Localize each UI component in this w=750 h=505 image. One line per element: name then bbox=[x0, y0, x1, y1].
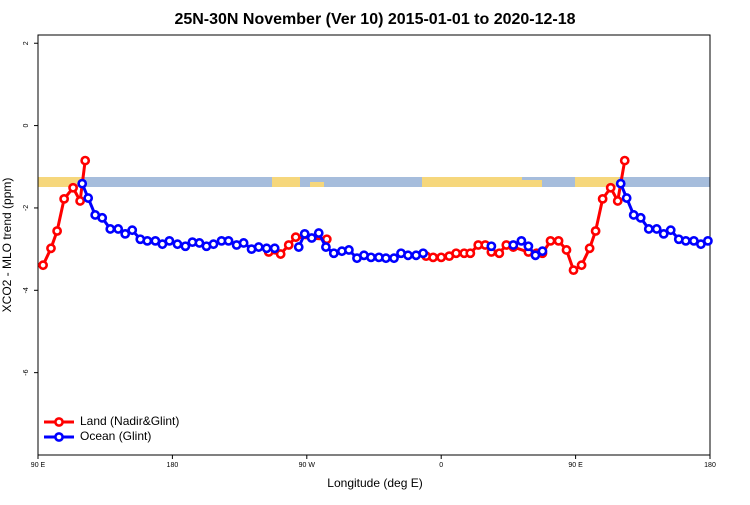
point bbox=[172, 239, 183, 250]
point bbox=[290, 232, 301, 243]
x-tick-label: 0 bbox=[439, 462, 443, 469]
point bbox=[180, 241, 191, 252]
y-tick-label: 0 bbox=[23, 124, 30, 128]
point bbox=[576, 260, 587, 271]
x-tick-label: 180 bbox=[167, 462, 179, 469]
point bbox=[530, 250, 541, 261]
point bbox=[105, 224, 116, 234]
point bbox=[680, 235, 691, 246]
x-axis-title: Longitude (deg E) bbox=[327, 476, 422, 490]
point bbox=[428, 252, 439, 263]
point bbox=[83, 193, 94, 203]
point bbox=[597, 193, 608, 204]
point bbox=[313, 228, 324, 238]
point bbox=[584, 243, 595, 254]
x-tick-label: 180 bbox=[704, 462, 716, 469]
y-tick-label: -6 bbox=[23, 369, 30, 375]
point bbox=[381, 253, 391, 264]
y-axis-title: XCO2 - MLO trend (ppm) bbox=[0, 178, 14, 313]
point bbox=[389, 253, 399, 264]
point bbox=[561, 245, 572, 255]
legend-label: Land (Nadir&Glint) bbox=[80, 414, 179, 428]
y-tick-label: -4 bbox=[23, 287, 30, 293]
point bbox=[403, 250, 413, 261]
point bbox=[52, 226, 63, 236]
point bbox=[605, 182, 616, 193]
point bbox=[328, 248, 339, 259]
point bbox=[299, 228, 310, 239]
point bbox=[553, 235, 564, 246]
point bbox=[537, 246, 548, 257]
point bbox=[523, 241, 534, 252]
point bbox=[568, 265, 579, 276]
point bbox=[293, 242, 304, 252]
point bbox=[269, 243, 280, 254]
chart-title: 25N-30N November (Ver 10) 2015-01-01 to … bbox=[174, 11, 575, 28]
point bbox=[59, 193, 70, 204]
point bbox=[120, 228, 131, 239]
point bbox=[75, 196, 86, 206]
point bbox=[508, 240, 519, 250]
point bbox=[635, 212, 646, 223]
point bbox=[142, 235, 153, 246]
point bbox=[68, 182, 78, 193]
point bbox=[238, 238, 249, 248]
point bbox=[516, 235, 527, 246]
point bbox=[545, 235, 556, 246]
plot-frame bbox=[37, 34, 711, 456]
point bbox=[643, 224, 654, 234]
legend-label: Ocean (Glint) bbox=[80, 429, 151, 443]
point bbox=[38, 260, 48, 271]
point bbox=[619, 155, 630, 166]
point bbox=[494, 248, 505, 259]
y-tick-label: -2 bbox=[23, 205, 30, 211]
point bbox=[97, 212, 108, 223]
point bbox=[703, 235, 713, 246]
map-strip bbox=[38, 177, 710, 187]
point bbox=[306, 233, 317, 243]
point bbox=[612, 196, 623, 206]
point bbox=[164, 235, 175, 246]
point bbox=[465, 248, 476, 259]
legend-marker bbox=[54, 432, 64, 442]
point bbox=[658, 228, 669, 239]
x-tick-label: 90 W bbox=[299, 462, 316, 469]
point bbox=[665, 225, 676, 236]
point bbox=[261, 243, 272, 254]
x-tick-label: 90 E bbox=[568, 462, 583, 469]
x-tick-label: 90 E bbox=[31, 462, 46, 469]
point bbox=[436, 252, 447, 263]
point bbox=[590, 226, 601, 236]
point bbox=[113, 224, 124, 234]
point bbox=[344, 245, 354, 255]
point bbox=[321, 242, 331, 252]
point bbox=[486, 241, 497, 252]
point bbox=[253, 242, 264, 252]
point bbox=[208, 239, 219, 250]
point bbox=[283, 240, 294, 250]
point bbox=[127, 225, 138, 236]
point bbox=[418, 248, 429, 259]
point bbox=[366, 252, 376, 263]
y-tick-label: 2 bbox=[23, 41, 30, 45]
point bbox=[77, 178, 88, 189]
point bbox=[451, 248, 462, 259]
point bbox=[46, 243, 56, 254]
point bbox=[651, 224, 662, 234]
point bbox=[223, 235, 234, 246]
point bbox=[275, 249, 286, 259]
point bbox=[621, 193, 632, 203]
point bbox=[615, 178, 626, 189]
point bbox=[80, 155, 91, 166]
legend-marker bbox=[54, 417, 64, 427]
